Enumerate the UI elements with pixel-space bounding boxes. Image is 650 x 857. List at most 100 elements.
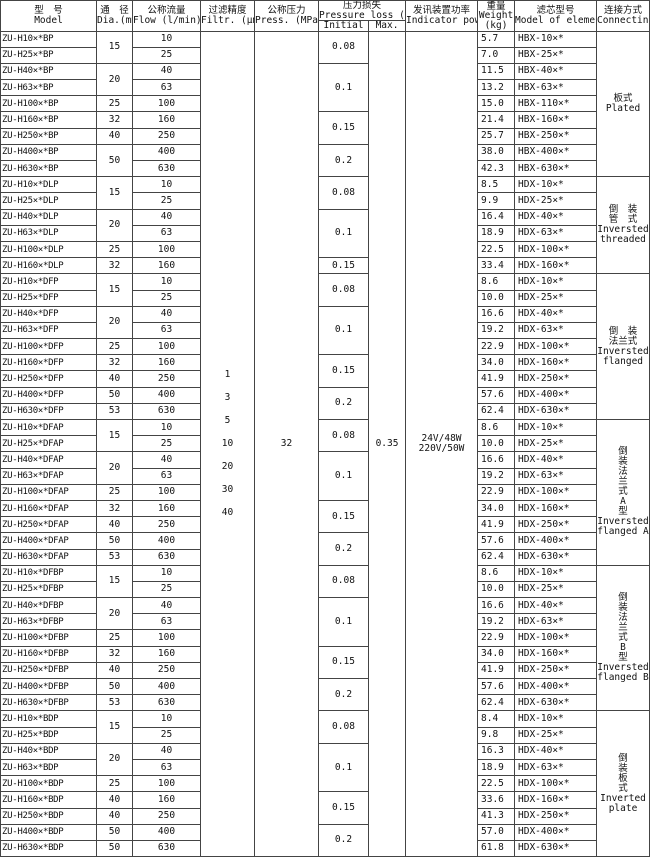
element: HDX-630×* [514, 694, 598, 712]
connecting-line: 板 [618, 772, 628, 784]
model: ZU-H63×*BDP [0, 758, 97, 777]
flow: 250 [132, 370, 201, 388]
dia: 20 [96, 305, 133, 340]
model: ZU-H160×*BP [0, 111, 97, 129]
connecting-line: 管 式 [608, 214, 638, 226]
weight: 16.4 [477, 208, 516, 226]
dia: 53 [96, 694, 133, 712]
model: ZU-H250×*BDP [0, 807, 97, 825]
initial-loss: 0.15 [318, 111, 369, 145]
header-filtration-line: 过滤精度 [208, 5, 247, 17]
model: ZU-H160×*DFP [0, 354, 97, 372]
table-row: ZU-H40×*DFP 20 40 0.1 16.6 HDX-40×* [0, 305, 650, 356]
flow: 63 [132, 321, 201, 340]
table-row: ZU-H400×*BP 50 400 0.2 38.0 HBX-400×* [0, 143, 650, 178]
connecting-line: 式 [618, 486, 628, 498]
connecting-line: threaded [600, 234, 646, 246]
element: HDX-400×* [514, 677, 598, 696]
table-row: ZU-H100×*DFBP 25 100 22.9 HDX-100×* [0, 629, 650, 647]
header-connecting-line: 连接方式 [604, 5, 643, 17]
weight: 22.5 [477, 240, 516, 259]
connecting-line: 装 [618, 456, 628, 468]
element: HBX-25×* [514, 46, 598, 64]
header-model-line: Model [34, 14, 63, 26]
weight: 19.2 [477, 467, 516, 485]
header-weight-line: (kg) [484, 19, 508, 31]
model: ZU-H10×*DFP [0, 273, 97, 291]
dia: 50 [96, 386, 133, 404]
element: HDX-25×* [514, 289, 598, 307]
element: HDX-10×* [514, 710, 598, 728]
element: HDX-25×* [514, 726, 598, 744]
flow: 25 [132, 580, 201, 599]
table-row: ZU-H400×*DFBP 50 400 0.2 57.6 HDX-400×* [0, 677, 650, 712]
table-row: ZU-H10×*DFP 15 10 0.08 8.6 HDX-10×* 倒 装法兰式 Inve… [0, 273, 650, 420]
initial-loss: 0.15 [318, 791, 369, 825]
connecting-line: Inversted [597, 662, 649, 674]
flow: 400 [132, 823, 201, 841]
weight: 10.0 [477, 580, 516, 599]
table-row: ZU-H10×*DFBP 15 10 0.08 8.6 HDX-10×* 倒装法兰式 B 型 In… [0, 564, 650, 712]
flow: 160 [132, 257, 201, 275]
flow: 100 [132, 338, 201, 356]
element: HBX-160×* [514, 111, 598, 129]
flow: 250 [132, 661, 201, 680]
table-row: ZU-H400×*DFP 50 400 0.2 57.6 HDX-400×* [0, 386, 650, 421]
model: ZU-H630×*DFAP [0, 548, 97, 566]
dia: 20 [96, 742, 133, 777]
initial-loss: 0.08 [318, 564, 369, 599]
flow: 250 [132, 127, 201, 145]
table-row: ZU-H250×*BP 40 250 25.7 HBX-250×* [0, 127, 650, 145]
model: ZU-H40×*DFAP [0, 451, 97, 469]
dia: 25 [96, 775, 133, 793]
flow: 10 [132, 710, 201, 728]
weight: 8.4 [477, 710, 516, 728]
element: HDX-160×* [514, 645, 598, 663]
element: HBX-10×* [514, 30, 598, 48]
connecting-line: 倒 [618, 752, 628, 764]
table-row: ZU-H40×*BDP 20 40 0.1 16.3 HDX-40×* [0, 742, 650, 793]
element: HDX-25×* [514, 580, 598, 599]
model: ZU-H10×*BDP [0, 710, 97, 728]
weight: 57.6 [477, 386, 516, 404]
table-row: ZU-H63×*BP 63 13.2 HBX-63×* [0, 79, 650, 97]
dia: 40 [96, 661, 133, 680]
flow: 100 [132, 483, 201, 501]
weight: 62.4 [477, 402, 516, 421]
flow: 160 [132, 499, 201, 518]
dia: 25 [96, 629, 133, 647]
dia: 50 [96, 532, 133, 550]
weight: 16.6 [477, 451, 516, 469]
table-body: ZU-H10×*BP 15 10 1 3 5 10 20 30 40 32 0.08 0.35 24V/4… [0, 30, 650, 857]
connecting-line: 法 [618, 466, 628, 478]
dia: 53 [96, 402, 133, 421]
model: ZU-H100×*DLP [0, 240, 97, 259]
flow: 100 [132, 95, 201, 113]
connecting-line: 法兰式 [608, 335, 638, 347]
flow: 400 [132, 143, 201, 162]
model: ZU-H100×*DFBP [0, 629, 97, 647]
element: HDX-10×* [514, 564, 598, 582]
flow: 630 [132, 159, 201, 178]
element: HDX-10×* [514, 176, 598, 194]
weight: 41.9 [477, 516, 516, 534]
element: HBX-400×* [514, 143, 598, 162]
element: HDX-40×* [514, 597, 598, 615]
weight: 13.2 [477, 79, 516, 97]
header-pressure-line: Press. (MPa) [255, 14, 319, 26]
weight: 16.6 [477, 305, 516, 323]
flow: 630 [132, 839, 201, 857]
initial-loss: 0.1 [318, 305, 369, 356]
element: HDX-100×* [514, 775, 598, 793]
weight: 18.9 [477, 758, 516, 777]
weight: 15.0 [477, 95, 516, 113]
element: HDX-63×* [514, 613, 598, 631]
header-model: 型 号 Model [0, 0, 97, 32]
flow: 25 [132, 726, 201, 744]
weight: 22.5 [477, 775, 516, 793]
table-row: ZU-H630×*DFAP 53 630 62.4 HDX-630×* [0, 548, 650, 566]
element: HDX-63×* [514, 758, 598, 777]
weight: 8.6 [477, 418, 516, 437]
flow: 630 [132, 694, 201, 712]
